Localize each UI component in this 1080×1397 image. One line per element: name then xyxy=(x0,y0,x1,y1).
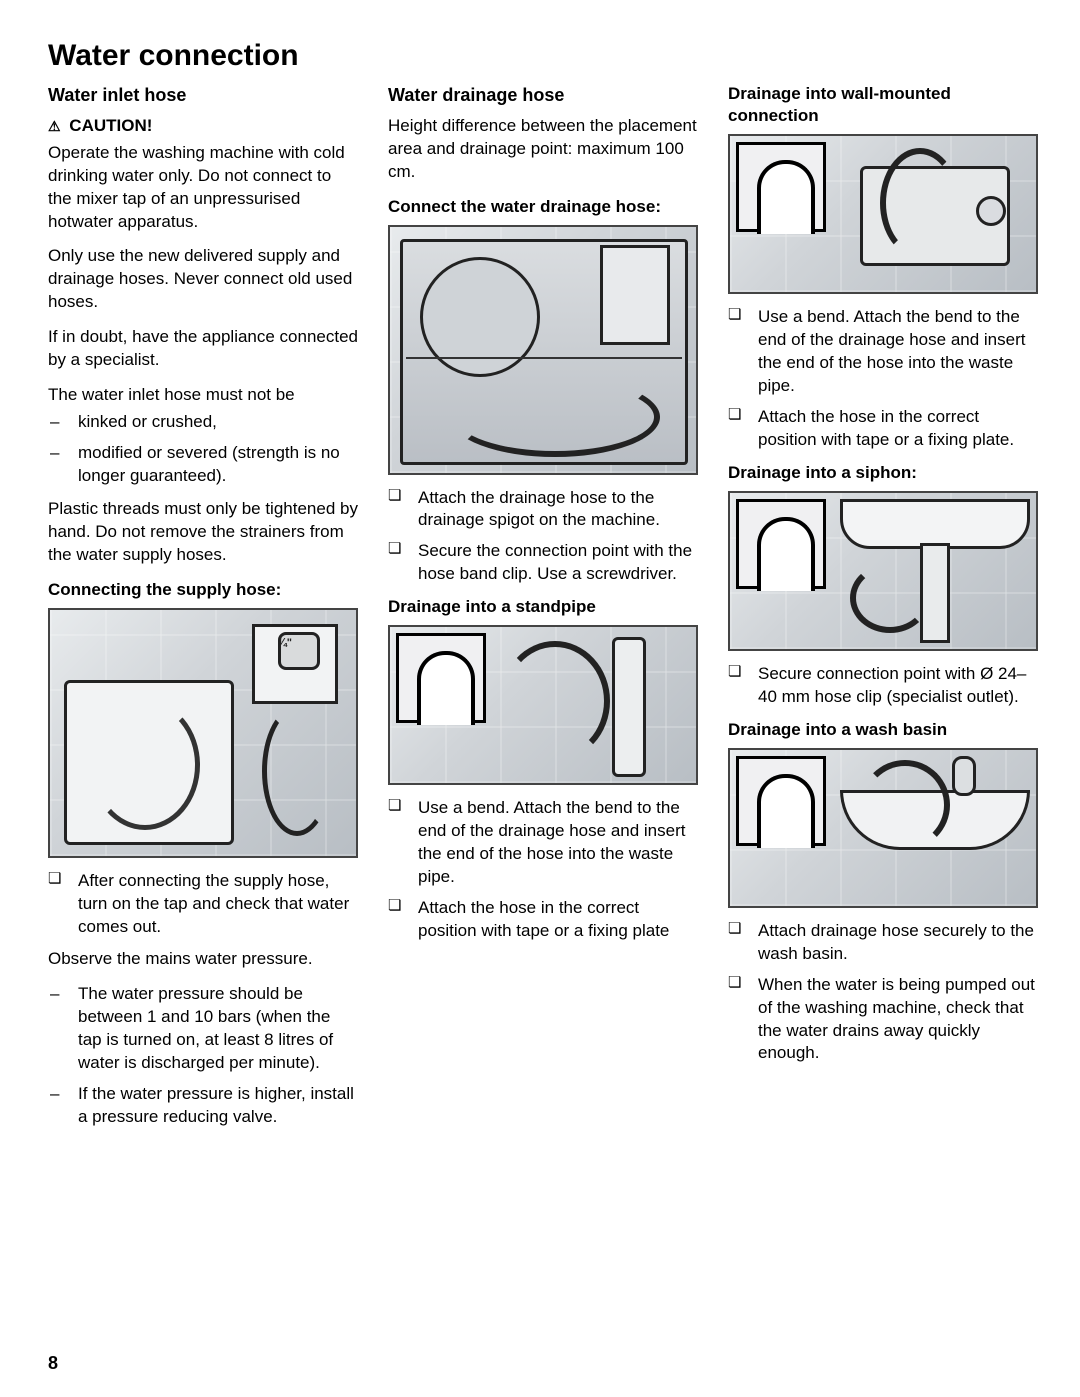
checkbox-icon: ❏ xyxy=(48,870,78,939)
list-text: When the water is being pumped out of th… xyxy=(758,974,1038,1066)
paragraph: Observe the mains water pressure. xyxy=(48,948,358,971)
list-item: ❏Attach drainage hose securely to the wa… xyxy=(728,920,1038,966)
caution-heading: ⚠ CAUTION! xyxy=(48,115,358,138)
checkbox-icon: ❏ xyxy=(728,920,758,966)
list-item: –modified or severed (strength is no lon… xyxy=(48,442,358,488)
checkbox-icon: ❏ xyxy=(728,406,758,452)
dash-icon: – xyxy=(48,1083,78,1129)
heading-drainage: Water drainage hose xyxy=(388,83,698,107)
figure-siphon xyxy=(728,491,1038,651)
paragraph: Only use the new delivered supply and dr… xyxy=(48,245,358,314)
checkbox-icon: ❏ xyxy=(388,487,418,533)
list-text: Attach the hose in the correct position … xyxy=(418,897,698,943)
check-list: ❏Attach drainage hose securely to the wa… xyxy=(728,920,1038,1066)
columns: Water inlet hose ⚠ CAUTION! Operate the … xyxy=(48,83,1040,1140)
figure-inset xyxy=(736,499,826,589)
figure-supply-hose: ¾" xyxy=(48,608,358,858)
list-item: ❏Use a bend. Attach the bend to the end … xyxy=(728,306,1038,398)
paragraph: Operate the washing machine with cold dr… xyxy=(48,142,358,234)
check-list: ❏Attach the drainage hose to the drainag… xyxy=(388,487,698,587)
list-item: ❏Attach the hose in the correct position… xyxy=(388,897,698,943)
dash-icon: – xyxy=(48,442,78,488)
list-item: ❏Use a bend. Attach the bend to the end … xyxy=(388,797,698,889)
column-3: Drainage into wall-mounted connection ❏U… xyxy=(728,83,1038,1140)
heading-standpipe: Drainage into a standpipe xyxy=(388,596,698,619)
warning-icon: ⚠ xyxy=(48,118,61,134)
dash-icon: – xyxy=(48,983,78,1075)
list-text: modified or severed (strength is no long… xyxy=(78,442,358,488)
list-text: After connecting the supply hose, turn o… xyxy=(78,870,358,939)
list-text: Attach the hose in the correct position … xyxy=(758,406,1038,452)
checkbox-icon: ❏ xyxy=(728,306,758,398)
bullet-list: –The water pressure should be between 1 … xyxy=(48,983,358,1129)
heading-wash-basin: Drainage into a wash basin xyxy=(728,719,1038,742)
list-item: ❏Attach the drainage hose to the drainag… xyxy=(388,487,698,533)
figure-wall-mounted xyxy=(728,134,1038,294)
list-text: kinked or crushed, xyxy=(78,411,358,434)
paragraph: If in doubt, have the appliance connecte… xyxy=(48,326,358,372)
paragraph: Plastic threads must only be tightened b… xyxy=(48,498,358,567)
heading-inlet: Water inlet hose xyxy=(48,83,358,107)
checkbox-icon: ❏ xyxy=(388,540,418,586)
list-item: –kinked or crushed, xyxy=(48,411,358,434)
checkbox-icon: ❏ xyxy=(388,797,418,889)
caution-label: CAUTION! xyxy=(69,116,152,135)
dash-icon: – xyxy=(48,411,78,434)
check-list: ❏Secure connection point with Ø 24–40 mm… xyxy=(728,663,1038,709)
check-list: ❏After connecting the supply hose, turn … xyxy=(48,870,358,939)
list-text: The water pressure should be between 1 a… xyxy=(78,983,358,1075)
list-item: –The water pressure should be between 1 … xyxy=(48,983,358,1075)
checkbox-icon: ❏ xyxy=(728,974,758,1066)
list-text: Attach drainage hose securely to the was… xyxy=(758,920,1038,966)
figure-standpipe xyxy=(388,625,698,785)
column-2: Water drainage hose Height difference be… xyxy=(388,83,698,1140)
list-item: –If the water pressure is higher, instal… xyxy=(48,1083,358,1129)
list-text: Secure the connection point with the hos… xyxy=(418,540,698,586)
figure-inset xyxy=(396,633,486,723)
checkbox-icon: ❏ xyxy=(728,663,758,709)
heading-connect-drainage: Connect the water drainage hose: xyxy=(388,196,698,219)
list-item: ❏Attach the hose in the correct position… xyxy=(728,406,1038,452)
column-1: Water inlet hose ⚠ CAUTION! Operate the … xyxy=(48,83,358,1140)
list-text: Use a bend. Attach the bend to the end o… xyxy=(758,306,1038,398)
list-item: ❏Secure connection point with Ø 24–40 mm… xyxy=(728,663,1038,709)
paragraph: The water inlet hose must not be xyxy=(48,384,358,407)
bullet-list: –kinked or crushed, –modified or severed… xyxy=(48,411,358,488)
list-text: Use a bend. Attach the bend to the end o… xyxy=(418,797,698,889)
page-title: Water connection xyxy=(48,36,1040,77)
figure-drainage-hose xyxy=(388,225,698,475)
heading-wall-mounted: Drainage into wall-mounted connection xyxy=(728,83,1038,129)
figure-inset xyxy=(736,756,826,846)
heading-connect-supply: Connecting the supply hose: xyxy=(48,579,358,602)
list-text: Secure connection point with Ø 24–40 mm … xyxy=(758,663,1038,709)
figure-wash-basin xyxy=(728,748,1038,908)
list-item: ❏After connecting the supply hose, turn … xyxy=(48,870,358,939)
heading-siphon: Drainage into a siphon: xyxy=(728,462,1038,485)
list-item: ❏When the water is being pumped out of t… xyxy=(728,974,1038,1066)
checkbox-icon: ❏ xyxy=(388,897,418,943)
figure-inset xyxy=(736,142,826,232)
list-text: If the water pressure is higher, install… xyxy=(78,1083,358,1129)
check-list: ❏Use a bend. Attach the bend to the end … xyxy=(728,306,1038,452)
check-list: ❏Use a bend. Attach the bend to the end … xyxy=(388,797,698,943)
list-text: Attach the drainage hose to the drainage… xyxy=(418,487,698,533)
list-item: ❏Secure the connection point with the ho… xyxy=(388,540,698,586)
page-number: 8 xyxy=(48,1351,58,1375)
paragraph: Height difference between the placement … xyxy=(388,115,698,184)
